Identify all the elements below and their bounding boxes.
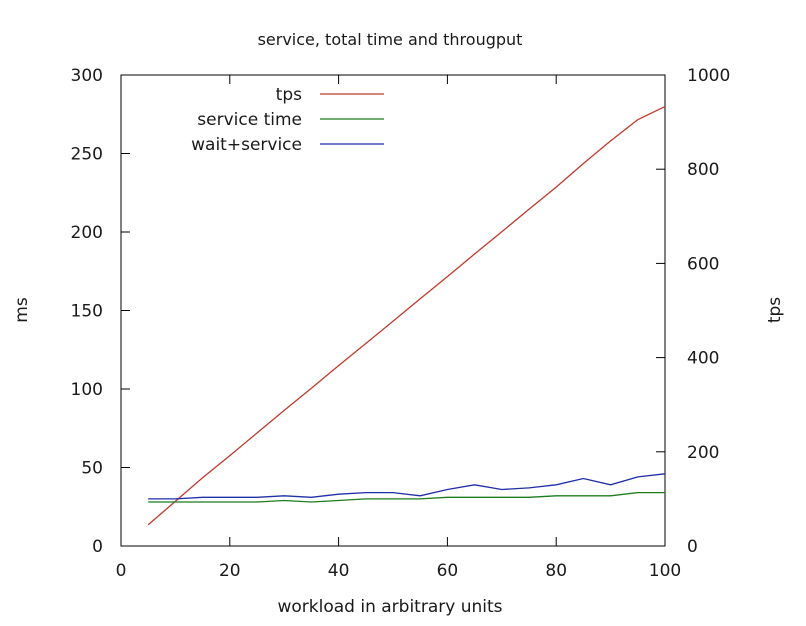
y-tick-label: 300 [71, 66, 103, 86]
x-tick-label: 0 [116, 561, 127, 581]
x-tick-label: 100 [649, 561, 681, 581]
y2-tick-label: 200 [687, 443, 719, 463]
x-tick-label: 40 [328, 561, 350, 581]
y-tick-label: 150 [71, 302, 103, 322]
x-axis: 0 20 40 60 80 100 [116, 75, 681, 581]
y-tick-label: 0 [92, 537, 103, 557]
y-axis-left-title: ms [12, 297, 32, 323]
y-tick-label: 250 [71, 145, 103, 165]
series-lines [147, 106, 666, 526]
chart-title: service, total time and througput [258, 30, 523, 49]
y-axis-left: 0 50 100 150 200 250 300 [71, 66, 130, 557]
y-axis-right: 0 200 400 600 800 1000 [656, 66, 730, 557]
legend-label: wait+service [191, 135, 302, 155]
y2-tick-label: 1000 [687, 66, 730, 86]
series-line-wait-service [148, 473, 666, 500]
legend-label: service time [197, 110, 302, 130]
y2-tick-label: 600 [687, 254, 719, 274]
y-axis-right-title: tps [765, 297, 785, 323]
legend-label: tps [276, 85, 302, 105]
y-tick-label: 50 [81, 459, 103, 479]
x-axis-title: workload in arbitrary units [277, 597, 502, 617]
y-tick-label: 100 [71, 380, 103, 400]
y2-tick-label: 400 [687, 349, 719, 369]
legend: tps service time wait+service [191, 85, 384, 155]
series-line-service-time [148, 491, 665, 503]
y2-tick-label: 0 [687, 537, 698, 557]
x-tick-label: 80 [545, 561, 567, 581]
x-tick-label: 20 [219, 561, 241, 581]
series-line-tps [147, 106, 666, 526]
x-tick-label: 60 [437, 561, 459, 581]
y-tick-label: 200 [71, 223, 103, 243]
y2-tick-label: 800 [687, 160, 719, 180]
